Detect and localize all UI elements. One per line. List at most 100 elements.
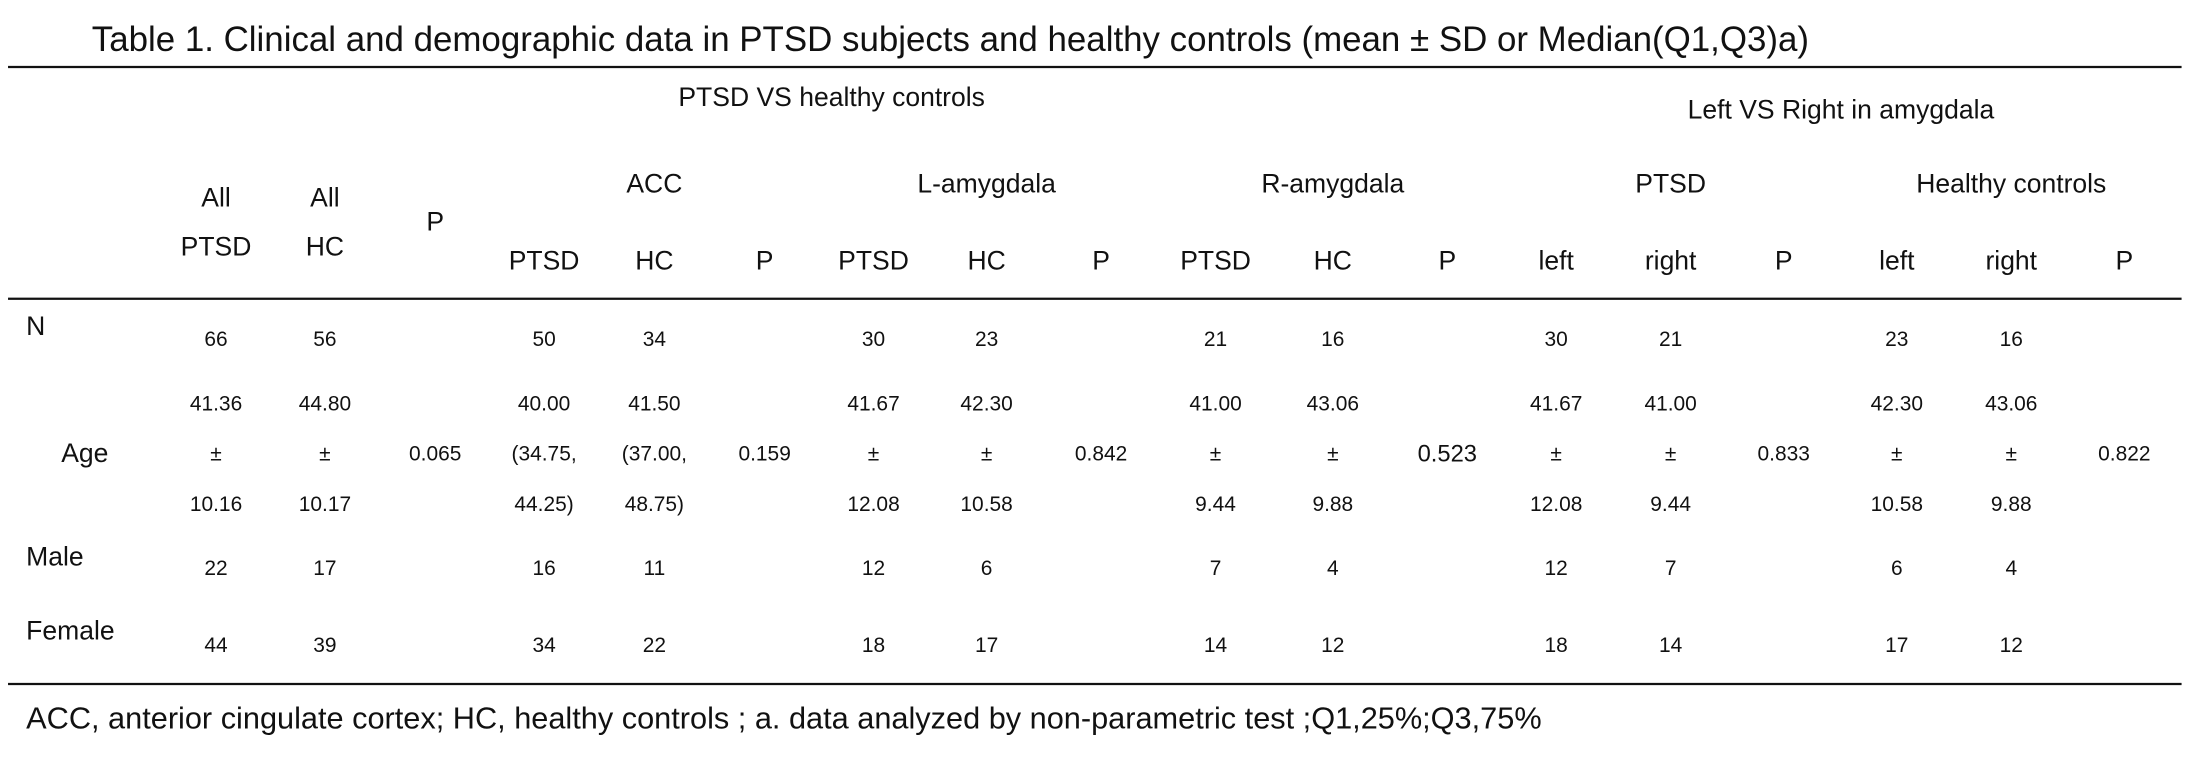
subgroup-header: L-amygdala — [917, 169, 1056, 199]
cell: 12.08 — [1530, 493, 1582, 516]
cell: 41.00 — [1644, 392, 1696, 415]
cell: 17 — [975, 634, 998, 657]
column-header: HC — [635, 245, 673, 275]
cell: 12 — [2000, 634, 2023, 657]
cell: 18 — [1545, 634, 1568, 657]
cell: 43.06 — [1985, 392, 2037, 415]
cell: ± — [1550, 443, 1561, 466]
cell: 42.30 — [960, 392, 1012, 415]
cell: 22 — [643, 634, 666, 657]
cell: 56 — [313, 328, 336, 351]
row-label: Female — [26, 615, 114, 645]
column-header: HC — [967, 245, 1005, 275]
cell: 66 — [204, 328, 227, 351]
cell: 0.822 — [2098, 443, 2150, 466]
cell: 7 — [1665, 557, 1677, 580]
cell: ± — [319, 443, 330, 466]
cell: 44 — [204, 634, 228, 657]
cell: 41.50 — [628, 392, 680, 415]
cell: 21 — [1204, 328, 1227, 351]
cell: 44.80 — [299, 392, 351, 415]
column-header: PTSD — [1180, 245, 1251, 275]
cell: 34 — [643, 328, 667, 351]
cell: ± — [1891, 443, 1902, 466]
cell: ± — [1665, 443, 1676, 466]
cell: ± — [210, 443, 221, 466]
cell: 0.523 — [1418, 441, 1477, 467]
cell: 0.159 — [738, 443, 790, 466]
subgroup-header: PTSD — [1635, 169, 1706, 199]
cell: (34.75, — [512, 443, 577, 466]
cell: 41.00 — [1189, 392, 1241, 415]
cell: 43.06 — [1307, 392, 1359, 415]
column-header: P — [1092, 245, 1110, 275]
cell: ± — [1210, 443, 1221, 466]
cell: 9.88 — [1312, 493, 1353, 516]
cell: ± — [868, 443, 879, 466]
cell: 12 — [1321, 634, 1344, 657]
cell: 22 — [204, 557, 227, 580]
cell: 17 — [1885, 634, 1908, 657]
column-header: P — [2115, 245, 2133, 275]
cell: ± — [2006, 443, 2017, 466]
subgroup-header: P — [426, 206, 444, 236]
cell: 30 — [1545, 328, 1568, 351]
footnote: ACC, anterior cingulate cortex; HC, heal… — [26, 700, 1541, 735]
cell: 16 — [532, 557, 555, 580]
column-header: PTSD — [509, 245, 580, 275]
row-label: Age — [61, 438, 108, 468]
cell: ± — [981, 443, 992, 466]
subgroup-header: PTSD — [181, 231, 252, 261]
cell: 48.75) — [625, 493, 684, 516]
title: Table 1. Clinical and demographic data i… — [92, 20, 1809, 59]
cell: 12 — [1545, 557, 1568, 580]
column-header: P — [756, 245, 774, 275]
cell: 50 — [532, 328, 555, 351]
cell: 16 — [2000, 328, 2023, 351]
subgroup-header: R-amygdala — [1261, 169, 1404, 199]
cell: 14 — [1204, 634, 1228, 657]
column-header: right — [1645, 245, 1697, 275]
cell: 7 — [1210, 557, 1222, 580]
cell: 10.16 — [190, 493, 242, 516]
cell: 9.88 — [1991, 493, 2032, 516]
column-header: right — [1985, 245, 2037, 275]
cell: 0.842 — [1075, 443, 1127, 466]
cell: 10.58 — [960, 493, 1012, 516]
cell: 42.30 — [1871, 392, 1923, 415]
cell: 9.44 — [1195, 493, 1236, 516]
column-header: P — [1775, 245, 1793, 275]
cell: 0.065 — [409, 443, 461, 466]
column-header: PTSD — [838, 245, 909, 275]
cell: 4 — [2005, 557, 2017, 580]
cell: 23 — [975, 328, 998, 351]
cell: 30 — [862, 328, 885, 351]
cell: 17 — [313, 557, 336, 580]
cell: 44.25) — [514, 493, 573, 516]
column-header: left — [1879, 245, 1915, 275]
cell: 16 — [1321, 328, 1344, 351]
column-header: left — [1538, 245, 1574, 275]
cell: (37.00, — [622, 443, 687, 466]
row-label: N — [26, 311, 45, 341]
group-header: PTSD VS healthy controls — [678, 82, 985, 112]
cell: 6 — [1891, 557, 1903, 580]
cell: 11 — [644, 557, 666, 580]
cell: ± — [1327, 443, 1338, 466]
cell: 0.833 — [1758, 443, 1810, 466]
cell: 40.00 — [518, 392, 570, 415]
cell: 4 — [1327, 557, 1339, 580]
group-header: Left VS Right in amygdala — [1688, 95, 1995, 125]
cell: 39 — [313, 634, 336, 657]
cell: 10.17 — [299, 493, 351, 516]
cell: 18 — [862, 634, 885, 657]
cell: 41.67 — [1530, 392, 1582, 415]
row-label: Male — [26, 541, 83, 571]
cell: 14 — [1659, 634, 1683, 657]
cell: 23 — [1885, 328, 1908, 351]
cell: 21 — [1659, 328, 1682, 351]
subgroup-header: Healthy controls — [1916, 169, 2106, 199]
subgroup-header: HC — [306, 231, 344, 261]
cell: 12.08 — [847, 493, 899, 516]
cell: 6 — [981, 557, 993, 580]
